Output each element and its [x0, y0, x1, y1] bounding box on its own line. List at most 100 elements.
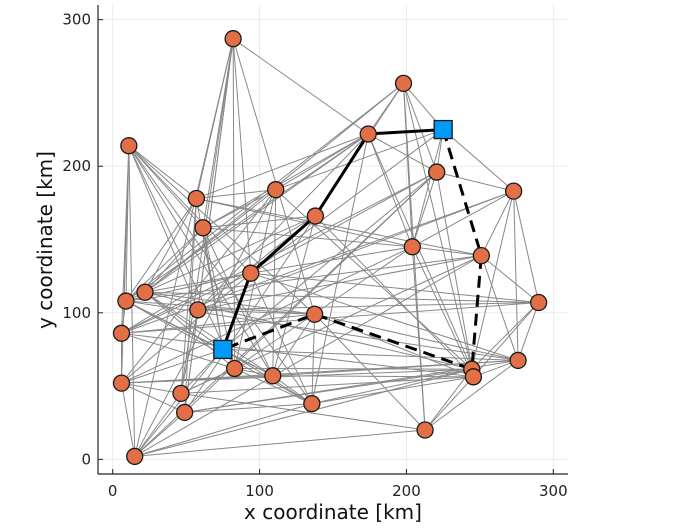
edge: [314, 313, 426, 431]
x-tick-label: 200: [392, 482, 421, 500]
edge: [121, 215, 316, 334]
edge: [480, 255, 519, 361]
customer-node: [305, 305, 324, 323]
edge: [481, 255, 539, 303]
edge: [311, 368, 472, 405]
x-tick-label: 100: [245, 482, 274, 500]
customer-node: [172, 384, 190, 403]
route-dashed: [222, 129, 483, 372]
customer-node: [264, 367, 282, 385]
edge: [232, 38, 252, 274]
edge: [121, 383, 136, 457]
edge: [275, 129, 444, 191]
edge: [144, 291, 224, 350]
edge: [424, 368, 473, 431]
edge: [144, 291, 315, 315]
depot-node: [433, 119, 453, 140]
edge: [121, 332, 235, 369]
edge: [121, 382, 185, 413]
edge: [134, 38, 234, 457]
edge: [272, 189, 277, 376]
edge: [250, 171, 437, 274]
edge: [197, 302, 539, 311]
edge: [314, 313, 519, 361]
y-tick-label: 100: [62, 304, 91, 322]
y-tick-label: 200: [62, 157, 91, 175]
customer-node: [176, 403, 194, 422]
edge: [250, 129, 444, 274]
customer-node: [120, 137, 138, 155]
edge: [121, 246, 413, 384]
edge: [125, 198, 197, 302]
edge: [480, 190, 515, 256]
edge: [134, 393, 182, 457]
edge: [128, 145, 313, 404]
edge: [144, 215, 316, 293]
edge: [442, 129, 514, 192]
customer-node: [117, 292, 135, 310]
edge: [234, 368, 313, 405]
edge: [184, 403, 312, 413]
edge: [144, 291, 539, 304]
customer-node: [464, 368, 483, 386]
customer-node: [505, 182, 523, 200]
edge: [436, 171, 514, 192]
edge: [424, 360, 519, 431]
edge: [144, 198, 197, 293]
edge: [125, 300, 224, 350]
edge: [471, 191, 515, 370]
edge: [234, 246, 413, 369]
edge: [436, 171, 474, 377]
edge: [411, 171, 438, 247]
edge: [202, 227, 224, 350]
y-tick-label: 0: [81, 450, 91, 468]
edge: [121, 348, 224, 384]
edge: [144, 227, 204, 293]
edge: [128, 145, 204, 229]
customer-node: [112, 324, 131, 342]
edge: [424, 376, 474, 431]
y-tick-label: 300: [62, 11, 91, 29]
edge: [134, 429, 426, 457]
customer-node: [306, 207, 325, 225]
edge: [180, 198, 197, 394]
customer-node: [472, 246, 490, 265]
edge: [121, 382, 182, 394]
edge: [411, 246, 426, 431]
edge: [121, 368, 472, 384]
customer-node: [224, 30, 242, 48]
customer-node: [359, 125, 377, 143]
edge: [180, 392, 426, 431]
edge: [411, 246, 474, 378]
edge: [368, 133, 437, 173]
edge: [311, 133, 369, 404]
edge: [232, 38, 369, 135]
edge: [202, 133, 369, 229]
customer-node: [394, 74, 413, 93]
edge: [128, 145, 252, 274]
edge: [473, 302, 540, 378]
edge: [125, 133, 369, 302]
customer-node: [267, 181, 285, 199]
customer-node: [303, 394, 321, 413]
edge: [250, 272, 539, 304]
customer-node: [509, 351, 527, 370]
nodes: [112, 30, 548, 466]
edge: [134, 403, 312, 457]
edge: [128, 145, 274, 377]
edge: [134, 189, 277, 457]
customer-node: [112, 374, 131, 392]
edge: [412, 246, 482, 257]
x-axis-label: x coordinate [km]: [244, 500, 422, 524]
axes: 0 100 200 300 0 100 200 300: [62, 5, 568, 500]
edge: [128, 145, 199, 311]
edge: [513, 191, 519, 361]
edge: [196, 189, 276, 199]
edge: [128, 145, 197, 199]
edge: [411, 129, 444, 247]
edge: [513, 191, 540, 303]
edge: [202, 227, 413, 248]
customer-node: [428, 163, 446, 181]
edge: [250, 272, 519, 361]
